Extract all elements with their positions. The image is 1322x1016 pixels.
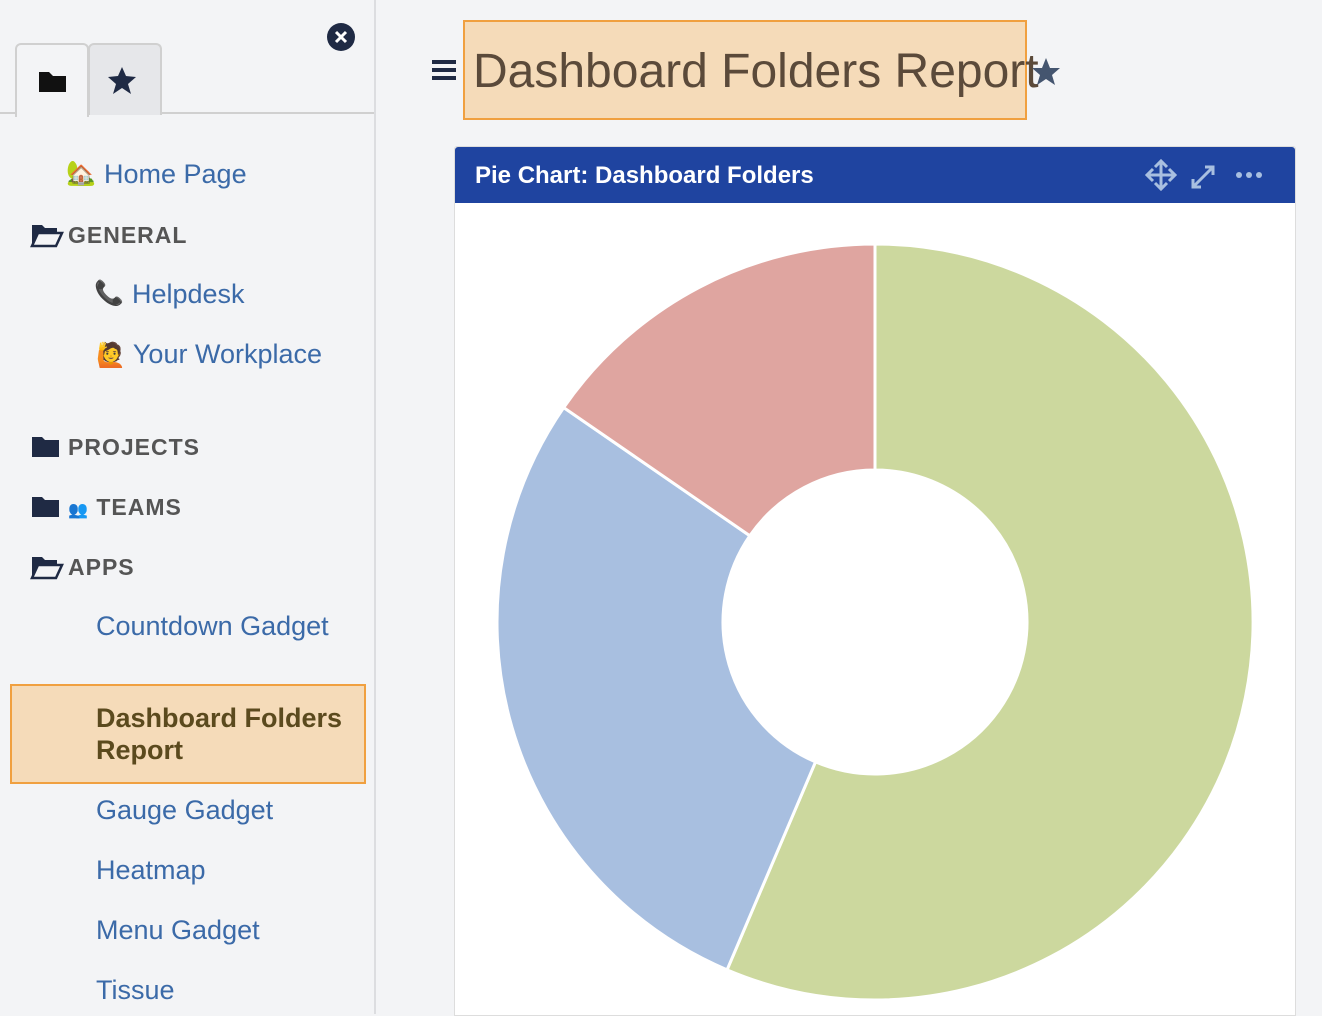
- title-box: Dashboard Folders Report: [463, 20, 1039, 120]
- pie-slice[interactable]: [725, 242, 1255, 1002]
- close-button[interactable]: [326, 22, 356, 52]
- favorites-tab[interactable]: [88, 43, 162, 115]
- nav-section[interactable]: 👥 TEAMS: [68, 491, 368, 527]
- panel: Pie Chart: Dashboard Folders: [454, 146, 1296, 1016]
- nav-label: APPS: [68, 554, 135, 580]
- nav-icon: 👥: [68, 502, 89, 519]
- panel-title: Pie Chart: Dashboard Folders: [475, 162, 814, 189]
- page-title: Dashboard Folders Report: [473, 45, 1039, 98]
- nav-label: Tissue: [96, 975, 175, 1005]
- folder-icon: [32, 437, 59, 457]
- folder-icon: [30, 225, 64, 248]
- nav-icon: 🏡: [66, 160, 96, 187]
- nav-label: Heatmap: [96, 855, 206, 885]
- nav-link[interactable]: 📞 Helpdesk: [94, 278, 392, 310]
- panel-tools[interactable]: [1143, 159, 1273, 191]
- star-icon: [108, 67, 136, 94]
- nav-link[interactable]: 🙋 Your Workplace: [96, 338, 356, 372]
- nav-link[interactable]: Heatmap: [96, 854, 356, 886]
- panel-header: Pie Chart: Dashboard Folders: [455, 147, 1295, 203]
- nav-label: Your Workplace: [132, 339, 323, 369]
- nav-icon: 📞: [94, 280, 124, 307]
- nav-label: GENERAL: [68, 222, 188, 248]
- nav-label: PROJECTS: [68, 434, 200, 460]
- nav-section[interactable]: GENERAL: [68, 219, 368, 251]
- folders-tab[interactable]: [15, 43, 89, 117]
- nav-link[interactable]: Menu Gadget: [96, 914, 356, 946]
- nav-label: Dashboard Folders Report: [96, 703, 343, 765]
- nav-link[interactable]: Tissue: [96, 974, 356, 1006]
- nav-label: Gauge Gadget: [96, 795, 274, 825]
- pie-slice[interactable]: [495, 405, 818, 972]
- nav-label: Helpdesk: [132, 279, 245, 309]
- nav-link[interactable]: 🏡 Home Page: [66, 158, 364, 190]
- nav-link[interactable]: Dashboard Folders Report: [96, 702, 356, 766]
- folder-icon: [39, 72, 66, 92]
- nav-label: Menu Gadget: [96, 915, 260, 945]
- nav-label: TEAMS: [96, 494, 182, 520]
- nav-link[interactable]: Gauge Gadget: [96, 794, 356, 826]
- menu-icon[interactable]: [430, 58, 458, 84]
- nav-link[interactable]: Countdown Gadget: [96, 610, 356, 642]
- nav-section[interactable]: APPS: [68, 551, 368, 583]
- folder-icon: [30, 557, 64, 580]
- folder-icon: [32, 497, 59, 517]
- favorite-star[interactable]: [1030, 56, 1062, 88]
- pie-slice[interactable]: [561, 242, 877, 538]
- sidebar: 🏡 Home Page GENERAL 📞 Helpdesk 🙋 Your Workp…: [0, 0, 376, 1014]
- nav-icon: 🙋: [96, 342, 126, 369]
- nav-section[interactable]: PROJECTS: [68, 431, 368, 463]
- nav-label: Countdown Gadget: [96, 611, 329, 641]
- donut-chart: [495, 242, 1255, 1002]
- nav-label: Home Page: [104, 159, 247, 189]
- active-highlight: [10, 684, 366, 784]
- tab-border: [0, 112, 374, 114]
